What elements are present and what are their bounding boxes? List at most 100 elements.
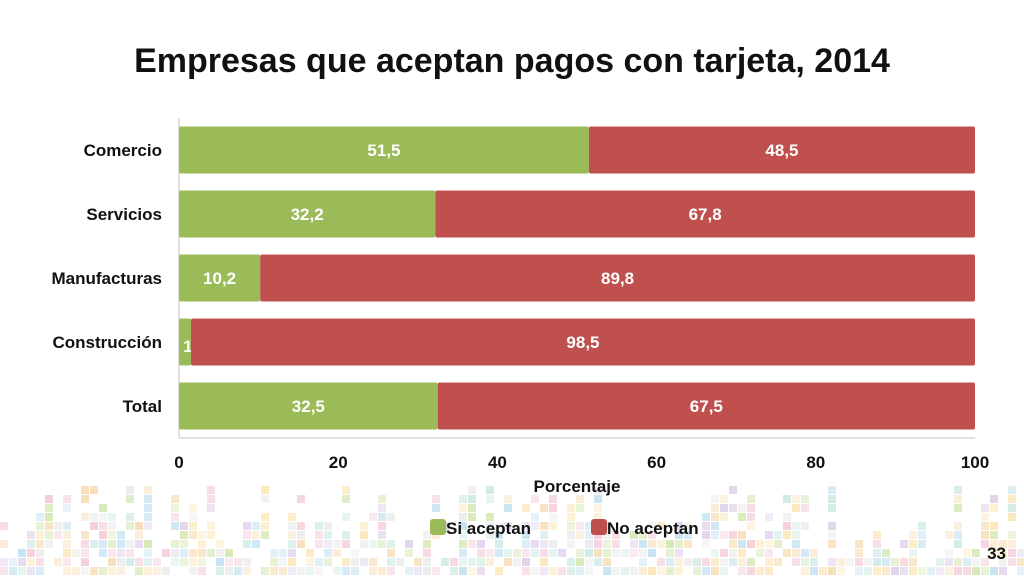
deco-tile xyxy=(0,558,8,566)
deco-tile xyxy=(783,549,791,557)
deco-tile xyxy=(423,531,431,539)
deco-tile xyxy=(144,567,152,575)
deco-tile xyxy=(747,513,755,521)
deco-tile xyxy=(828,540,836,548)
deco-tile xyxy=(90,522,98,530)
deco-tile xyxy=(648,567,656,575)
deco-tile xyxy=(135,567,143,575)
deco-tile xyxy=(27,558,35,566)
deco-tile xyxy=(999,540,1007,548)
deco-tile xyxy=(144,540,152,548)
deco-tile xyxy=(909,567,917,575)
deco-tile xyxy=(432,504,440,512)
deco-tile xyxy=(297,522,305,530)
deco-tile xyxy=(792,504,800,512)
deco-tile xyxy=(360,531,368,539)
deco-tile xyxy=(450,558,458,566)
deco-tile xyxy=(900,540,908,548)
deco-tile xyxy=(180,549,188,557)
deco-tile xyxy=(108,540,116,548)
deco-tile xyxy=(324,531,332,539)
deco-tile xyxy=(99,567,107,575)
deco-tile xyxy=(405,567,413,575)
deco-tile xyxy=(198,540,206,548)
deco-tile xyxy=(549,513,557,521)
deco-tile xyxy=(585,540,593,548)
deco-tile xyxy=(306,567,314,575)
deco-tile xyxy=(18,549,26,557)
deco-tile xyxy=(981,522,989,530)
deco-tile xyxy=(99,549,107,557)
deco-tile xyxy=(72,549,80,557)
deco-tile xyxy=(720,531,728,539)
deco-tile xyxy=(513,558,521,566)
deco-tile xyxy=(783,495,791,503)
deco-tile xyxy=(594,504,602,512)
deco-tile xyxy=(333,549,341,557)
deco-tile xyxy=(387,567,395,575)
deco-tile xyxy=(540,558,548,566)
deco-tile xyxy=(612,549,620,557)
deco-tile xyxy=(486,513,494,521)
deco-tile xyxy=(729,540,737,548)
deco-tile xyxy=(639,549,647,557)
deco-tile xyxy=(378,531,386,539)
deco-tile xyxy=(1008,558,1016,566)
deco-tile xyxy=(207,495,215,503)
deco-tile xyxy=(738,540,746,548)
deco-tile xyxy=(954,504,962,512)
deco-tile xyxy=(288,558,296,566)
deco-tile xyxy=(342,531,350,539)
deco-tile xyxy=(855,558,863,566)
deco-tile xyxy=(666,540,674,548)
deco-tile xyxy=(765,531,773,539)
deco-tile xyxy=(657,558,665,566)
deco-tile xyxy=(954,495,962,503)
deco-tile xyxy=(693,567,701,575)
deco-tile xyxy=(909,540,917,548)
deco-tile xyxy=(549,549,557,557)
deco-tile xyxy=(63,540,71,548)
deco-tile xyxy=(612,540,620,548)
deco-tile xyxy=(630,567,638,575)
deco-tile xyxy=(468,540,476,548)
deco-tile xyxy=(981,540,989,548)
deco-tile xyxy=(603,531,611,539)
bar-si-aceptan xyxy=(179,126,589,174)
deco-tile xyxy=(126,495,134,503)
deco-tile xyxy=(657,567,665,575)
deco-tile xyxy=(63,531,71,539)
deco-tile xyxy=(549,495,557,503)
deco-tile xyxy=(1008,504,1016,512)
deco-tile xyxy=(504,504,512,512)
deco-tile xyxy=(819,567,827,575)
deco-tile xyxy=(990,567,998,575)
deco-tile xyxy=(909,549,917,557)
deco-tile xyxy=(234,567,242,575)
deco-tile xyxy=(630,549,638,557)
deco-tile xyxy=(225,558,233,566)
deco-tile xyxy=(765,540,773,548)
deco-tile xyxy=(180,540,188,548)
bar-no-aceptan xyxy=(435,190,975,238)
deco-tile xyxy=(981,531,989,539)
deco-tile xyxy=(999,567,1007,575)
deco-tile xyxy=(18,567,26,575)
deco-tile xyxy=(468,513,476,521)
category-label: Total xyxy=(123,397,162,416)
deco-tile xyxy=(900,567,908,575)
deco-tile xyxy=(720,504,728,512)
deco-tile xyxy=(72,567,80,575)
deco-tile xyxy=(711,522,719,530)
deco-tile xyxy=(882,558,890,566)
deco-tile xyxy=(981,513,989,521)
deco-tile xyxy=(963,567,971,575)
deco-tile xyxy=(171,504,179,512)
deco-tile xyxy=(576,558,584,566)
deco-tile xyxy=(954,540,962,548)
deco-tile xyxy=(540,567,548,575)
deco-tile xyxy=(522,504,530,512)
deco-tile xyxy=(810,558,818,566)
deco-tile xyxy=(180,522,188,530)
deco-tile xyxy=(315,567,323,575)
